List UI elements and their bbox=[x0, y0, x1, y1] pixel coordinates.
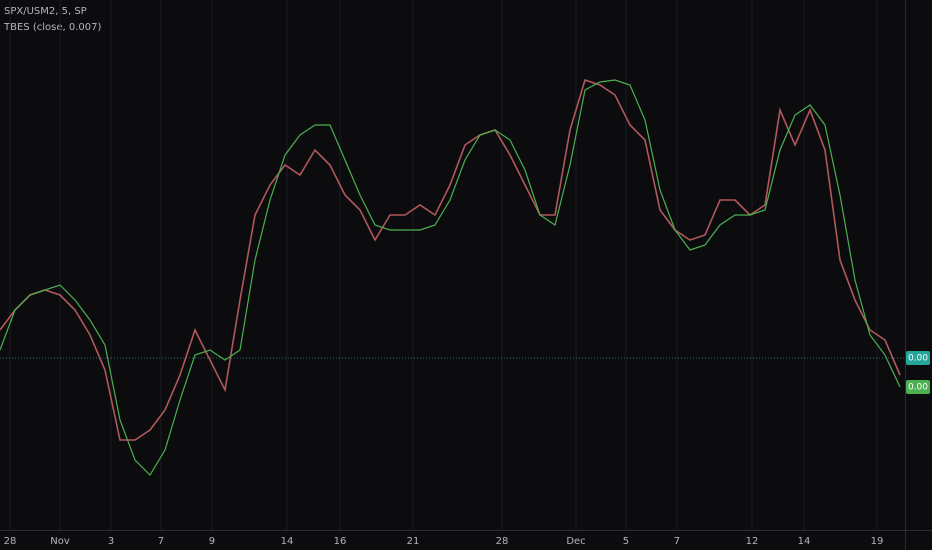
x-tick-label: Nov bbox=[50, 536, 70, 547]
x-tick-label: 16 bbox=[334, 536, 347, 547]
x-tick-label: 9 bbox=[209, 536, 215, 547]
price-tag-label: 0.00 bbox=[908, 383, 928, 393]
x-tick-label: 12 bbox=[746, 536, 759, 547]
price-tag-label: 0.00 bbox=[908, 354, 928, 364]
indicator-label: TBES (close, 0.007) bbox=[3, 22, 101, 33]
x-tick-label: 14 bbox=[281, 536, 294, 547]
x-tick-label: 7 bbox=[674, 536, 680, 547]
price-tag bbox=[906, 351, 930, 365]
x-tick-label: Dec bbox=[566, 536, 585, 547]
x-tick-label: 14 bbox=[798, 536, 811, 547]
x-tick-label: 28 bbox=[4, 536, 17, 547]
x-tick-label: 28 bbox=[496, 536, 509, 547]
series-line bbox=[0, 79, 901, 476]
x-tick-label: 5 bbox=[623, 536, 629, 547]
price-tag bbox=[906, 380, 930, 394]
chart-title: SPX/USM2, 5, SP bbox=[4, 6, 87, 17]
x-tick-label: 3 bbox=[108, 536, 114, 547]
x-tick-label: 19 bbox=[871, 536, 884, 547]
x-tick-label: 7 bbox=[158, 536, 164, 547]
x-tick-label: 21 bbox=[407, 536, 420, 547]
